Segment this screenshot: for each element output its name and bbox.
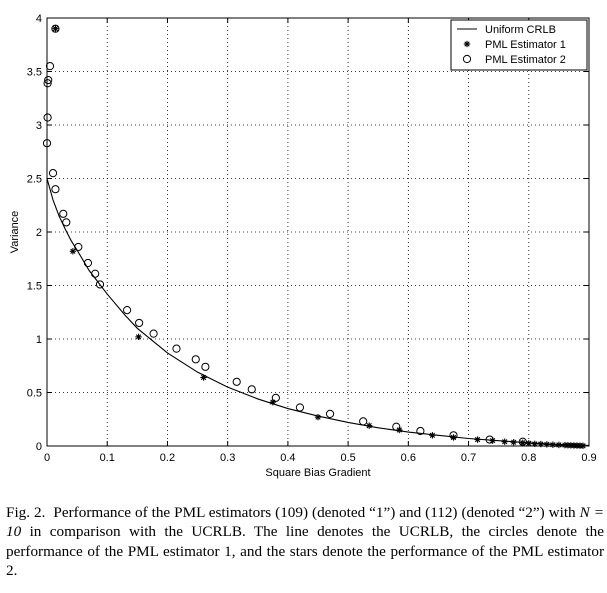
pml-estimator-2-point: [95, 280, 105, 289]
pml-estimator-2-point: [83, 258, 93, 268]
pml-estimator-2-point: [392, 422, 401, 431]
legend: Uniform CRLB PML Estimator 1 PML Estimat…: [450, 19, 588, 71]
pml-estimator-2-point: [59, 209, 68, 218]
y-tick-label: 3.5: [27, 67, 42, 79]
pml-estimator-2-point: [135, 318, 144, 328]
pml-estimator-2-point: [485, 435, 494, 444]
pml-estimator-1-point: [474, 436, 481, 443]
x-tick-label: 0.4: [280, 452, 295, 464]
figure-caption: Fig. 2. Performance of the PML estimators…: [6, 503, 604, 580]
x-tick-labels: 0 0.1 0.2 0.3 0.4 0.5 0.6 0.7 0.8 0.9: [44, 452, 597, 464]
legend-box: [450, 19, 588, 71]
x-tick-label: 0.8: [521, 452, 536, 464]
pml-estimator-1-point: [365, 422, 373, 429]
x-tick-label: 0.6: [401, 452, 416, 464]
legend-label-uniform-crlb: Uniform CRLB: [485, 24, 556, 36]
pml-estimator-2-point: [232, 377, 241, 386]
pml-estimator-2-point: [48, 169, 58, 178]
pml-estimator-2-point: [201, 362, 210, 371]
pml-estimator-2-point: [62, 218, 71, 227]
pml-estimator-2-point: [359, 417, 368, 426]
pml-estimator-2-point: [295, 403, 305, 412]
x-axis-label: Square Bias Gradient: [265, 467, 370, 479]
pml-estimator-1-point: [429, 432, 436, 439]
pml-estimator-2-point: [172, 344, 181, 353]
pml-estimator-2-point: [122, 306, 132, 315]
y-tick-label: 0.5: [27, 388, 42, 400]
caption-math: N = 10: [6, 504, 604, 541]
pml-estimator-2-point: [325, 409, 335, 418]
pml-estimator-2-point: [149, 329, 158, 338]
pml-estimator-2-point: [74, 242, 83, 252]
crlb-curve-layer: [46, 178, 590, 447]
pml-estimator-2-point: [191, 355, 200, 364]
pml-estimator-1-point: [519, 439, 526, 446]
pml-estimator-2-point: [449, 431, 458, 440]
pml-estimator-2-point: [43, 79, 52, 88]
x-tick-label: 0.9: [581, 452, 596, 464]
y-tick-label: 1.5: [27, 281, 42, 293]
y-axis-label: Variance: [9, 211, 21, 254]
caption-text-part-2: in comparison with the UCRLB. The line d…: [6, 523, 604, 579]
y-tick-label: 4: [36, 13, 42, 25]
pml-estimator-2-point: [51, 185, 60, 194]
y-tick-label: 0: [36, 441, 42, 453]
caption-text-part-1: Performance of the PML estimators (109) …: [53, 504, 580, 521]
pml-estimator-1-point: [135, 333, 142, 341]
pml-estimator-2-point: [91, 269, 100, 278]
uniform-crlb-line: [46, 178, 590, 447]
x-tick-label: 0.5: [340, 452, 355, 464]
pml-estimator-2-point: [45, 62, 55, 71]
x-tick-label: 0.1: [100, 452, 115, 464]
pml-estimator-1-point: [69, 248, 77, 255]
pml-estimator-1-point: [555, 441, 563, 449]
x-tick-label: 0.2: [160, 452, 175, 464]
pml-estimator-2-point: [43, 113, 52, 122]
legend-star-sample: [463, 40, 471, 48]
y-tick-label: 2.5: [27, 174, 42, 186]
pml-estimator-1-point: [549, 441, 557, 448]
grid-lines: [47, 18, 589, 446]
legend-label-pml-estimator-1: PML Estimator 1: [485, 39, 566, 51]
x-tick-label: 0.3: [220, 452, 235, 464]
chart: 0 0.1 0.2 0.3 0.4 0.5 0.6 0.7 0.8 0.9 0 0.5 1 1.5 2 2.…: [9, 13, 597, 479]
y-tick-label: 3: [36, 120, 42, 132]
y-tick-label: 2: [36, 227, 42, 239]
pml-estimator-1-point: [314, 413, 322, 421]
tick-layer: [46, 17, 590, 447]
pml-estimator-2-point: [518, 437, 527, 446]
pml-estimator-2-point: [271, 393, 280, 402]
pml-estimator-1-point: [450, 434, 457, 441]
pml-estimator-1-point: [200, 374, 207, 381]
figure-label: Fig. 2.: [6, 504, 46, 521]
legend-circle-sample: [462, 54, 472, 64]
pml-estimator-1-point: [543, 441, 551, 448]
legend-star-glyph: [463, 40, 471, 48]
y-tick-label: 1: [36, 334, 42, 346]
pml-estimator-2-point: [51, 24, 60, 33]
pml-estimator-2-point: [247, 385, 256, 394]
pml-estimator-2-point: [44, 75, 53, 85]
y-tick-labels: 0 0.5 1 1.5 2 2.5 3 3.5 4: [27, 13, 42, 453]
marker-layer: [42, 24, 587, 449]
pml-estimator-1-point: [501, 438, 508, 445]
pml-estimator-1-point: [52, 25, 59, 32]
x-tick-label: 0: [44, 452, 50, 464]
legend-label-pml-estimator-2: PML Estimator 2: [485, 54, 566, 66]
pml-estimator-1-point: [510, 439, 517, 446]
pml-estimator-2-point: [416, 426, 425, 436]
x-tick-label: 0.7: [461, 452, 476, 464]
